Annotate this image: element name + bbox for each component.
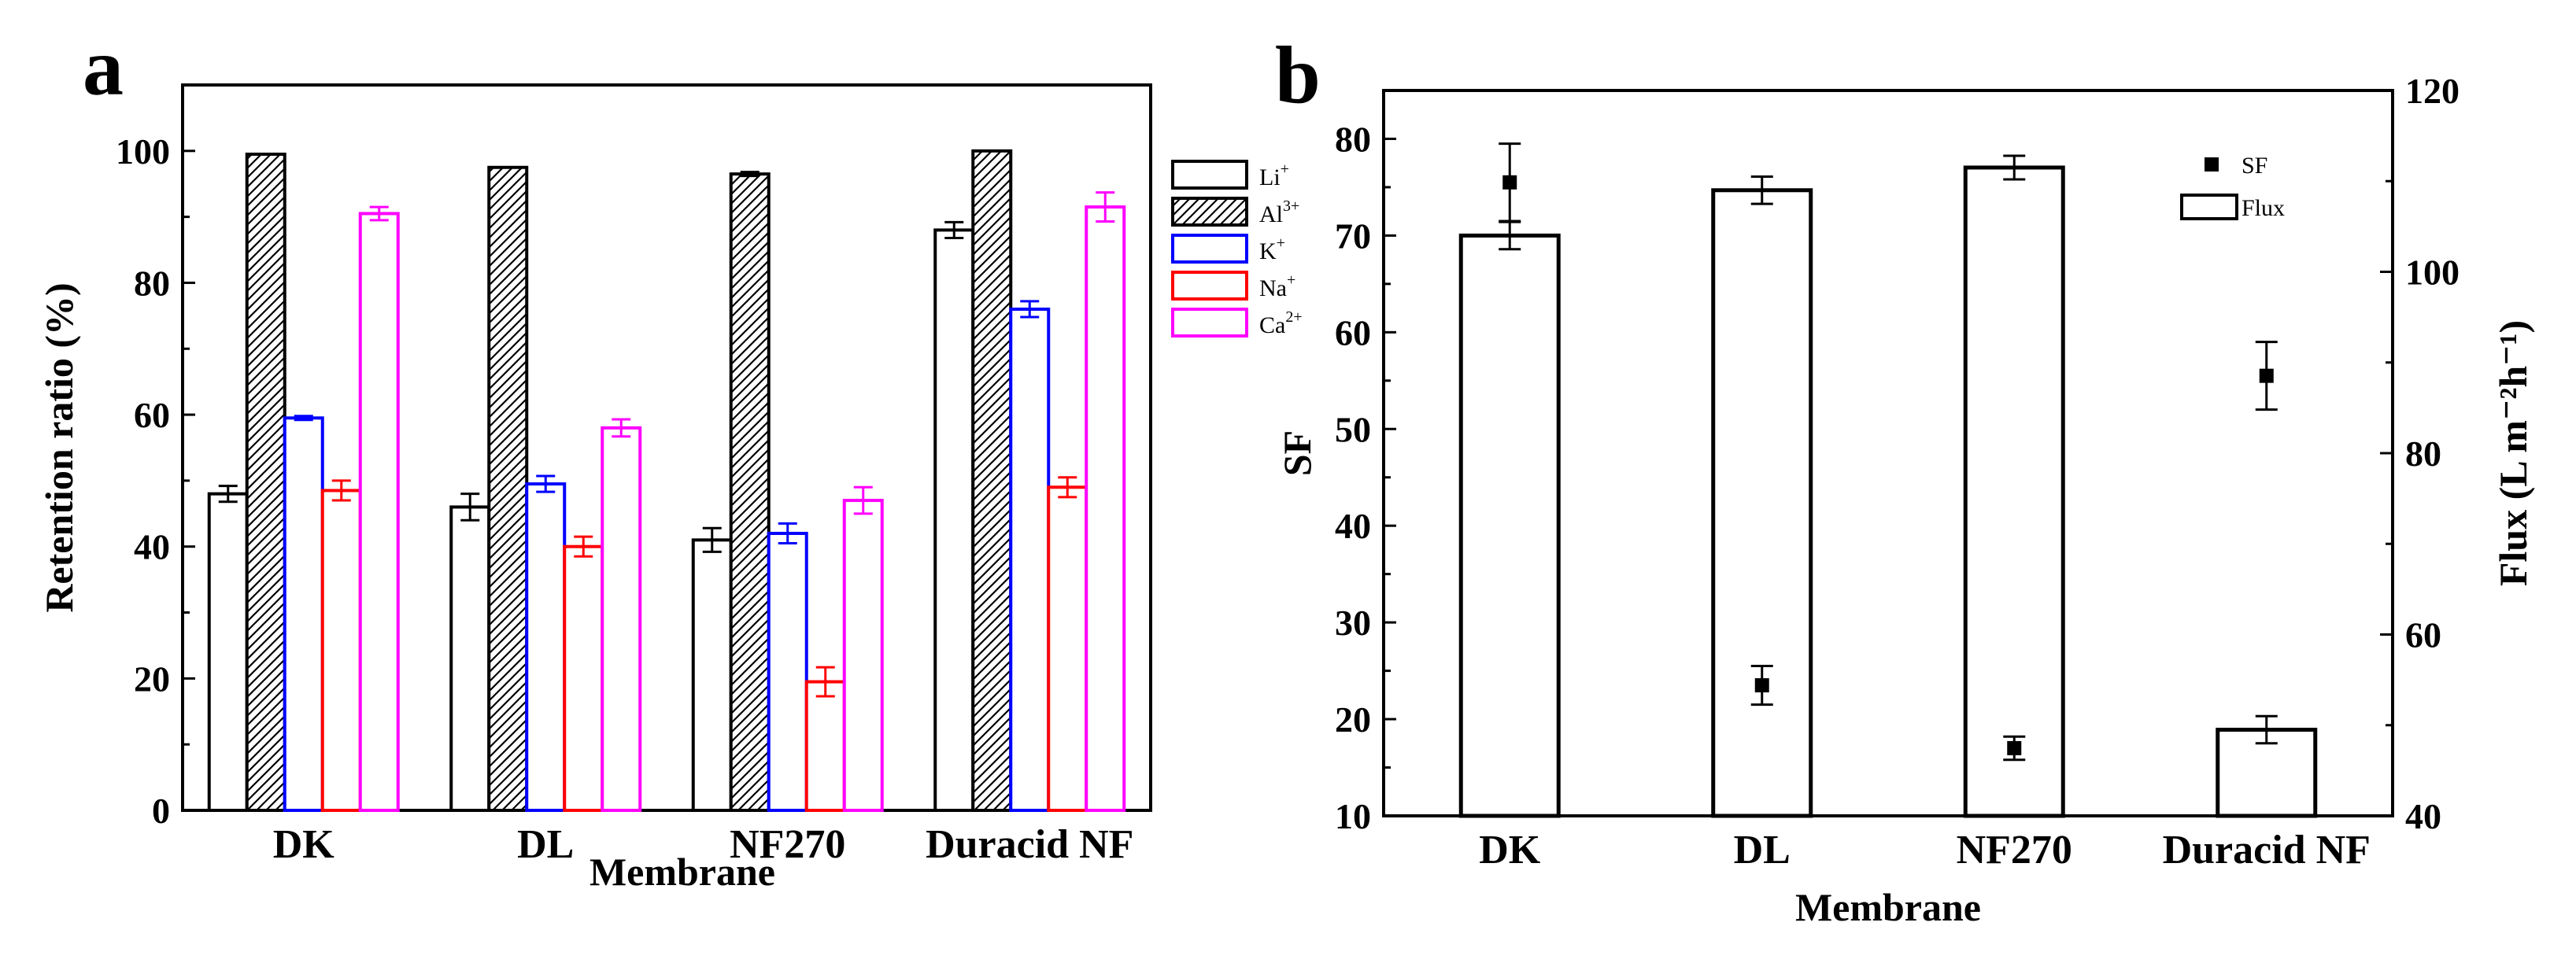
point-sf-dk xyxy=(1502,175,1517,190)
x-tick-label: DL xyxy=(1734,828,1791,873)
bar-na-duracid-nf xyxy=(1047,485,1088,812)
y-tick-label: 100 xyxy=(116,131,170,172)
bar-k-nf270 xyxy=(767,531,808,812)
bar-na-dk xyxy=(320,489,362,812)
bar-ca-dl xyxy=(601,426,642,812)
bar-ca-nf270 xyxy=(842,499,884,813)
legend-swatch-li xyxy=(1171,160,1248,190)
y-tick-label: 10 xyxy=(1335,796,1371,836)
y-axis-title: Retention ratio (%) xyxy=(37,282,81,612)
bar-flux-nf270 xyxy=(1963,165,2065,818)
legend-swatch-na xyxy=(1171,271,1248,301)
panel-letter-a: a xyxy=(83,22,124,113)
y2-tick-label: 40 xyxy=(2405,796,2441,836)
bar-ca-duracid-nf xyxy=(1085,205,1126,812)
panel-b-chart: 10 20 30 40 50 60 70 80 40 60 80 100 120 DK DL NF270 Dur… xyxy=(1275,71,2535,929)
legend-label-na: Na+ xyxy=(1259,271,1295,301)
legend-charge-al: 3+ xyxy=(1283,197,1299,215)
point-sf-nf270 xyxy=(2007,740,2022,755)
point-sf-dl xyxy=(1754,678,1769,693)
legend-label-k: K+ xyxy=(1259,234,1285,264)
x-tick-label: DK xyxy=(1479,828,1541,873)
y-axis-title: SF xyxy=(1275,430,1319,476)
legend-swatch-ca xyxy=(1171,308,1248,338)
legend-swatch-al xyxy=(1171,197,1248,227)
legend-charge-na: + xyxy=(1287,271,1295,289)
bar-li-duracid-nf xyxy=(933,228,975,812)
legend-charge-k: + xyxy=(1277,234,1285,252)
bar-al-dk xyxy=(245,153,286,812)
y-tick-label: 0 xyxy=(152,791,170,831)
y-tick-label: 70 xyxy=(1335,216,1371,256)
y2-axis-title: Flux (L m⁻²h⁻¹) xyxy=(2491,320,2535,586)
bar-al-dl xyxy=(487,165,529,813)
legend-label-ca: Ca2+ xyxy=(1259,308,1303,338)
x-axis-title: Membrane xyxy=(589,850,775,894)
panel-a-chart: 0 20 40 60 80 100 DK DL NF270 Duracid NF Membrane R… xyxy=(37,83,1303,894)
bar-li-dl xyxy=(449,505,491,812)
y2-tick-label: 120 xyxy=(2405,71,2460,111)
x-tick-label: Duracid NF xyxy=(2163,828,2371,873)
y2-tick-label: 60 xyxy=(2405,615,2441,655)
legend-charge-li: + xyxy=(1281,160,1289,178)
y-tick-label: 50 xyxy=(1335,409,1371,449)
bar-al-nf270 xyxy=(729,172,771,812)
y-tick-label: 80 xyxy=(1335,119,1371,159)
bar-na-nf270 xyxy=(804,680,846,813)
y-tick-label: 60 xyxy=(1335,312,1371,352)
panel-letter-b: b xyxy=(1275,30,1321,120)
y-tick-label: 40 xyxy=(134,527,170,567)
x-tick-label: NF270 xyxy=(1957,828,2072,873)
bar-li-nf270 xyxy=(691,538,733,812)
bar-na-dl xyxy=(563,544,604,813)
legend-swatch-flux xyxy=(2180,194,2238,220)
bar-flux-dl xyxy=(1711,188,1813,818)
bar-k-duracid-nf xyxy=(1009,307,1051,812)
bar-k-dk xyxy=(283,416,324,812)
y2-tick-label: 80 xyxy=(2405,434,2441,474)
legend-swatch-k xyxy=(1171,234,1248,264)
bar-k-dl xyxy=(525,482,567,812)
y-tick-label: 60 xyxy=(134,395,170,435)
x-tick-label: DK xyxy=(273,822,335,867)
x-tick-label: Duracid NF xyxy=(926,822,1133,867)
y-tick-label: 40 xyxy=(1335,506,1371,546)
y-tick-label: 20 xyxy=(134,659,170,699)
bar-flux-dk xyxy=(1458,233,1561,818)
bar-ca-dk xyxy=(358,212,400,813)
legend-swatch-sf xyxy=(2205,157,2219,172)
bar-al-duracid-nf xyxy=(971,149,1013,812)
bar-li-dk xyxy=(207,492,249,812)
y-tick-label: 20 xyxy=(1335,699,1371,740)
legend-charge-ca: 2+ xyxy=(1285,308,1302,326)
x-axis-title: Membrane xyxy=(1795,885,1981,929)
legend-label-al: Al3+ xyxy=(1259,197,1299,227)
y2-tick-label: 100 xyxy=(2405,253,2460,293)
plot-frame xyxy=(181,83,1152,812)
x-tick-label: DL xyxy=(517,822,574,867)
legend-label-sf: SF xyxy=(2242,153,2267,179)
legend-label-flux: Flux xyxy=(2242,195,2285,221)
y-tick-label: 80 xyxy=(134,263,170,303)
y-tick-label: 30 xyxy=(1335,603,1371,643)
legend-label-li: Li+ xyxy=(1259,160,1289,190)
point-sf-duracid-nf xyxy=(2259,368,2274,383)
x-tick-label: NF270 xyxy=(730,822,845,867)
